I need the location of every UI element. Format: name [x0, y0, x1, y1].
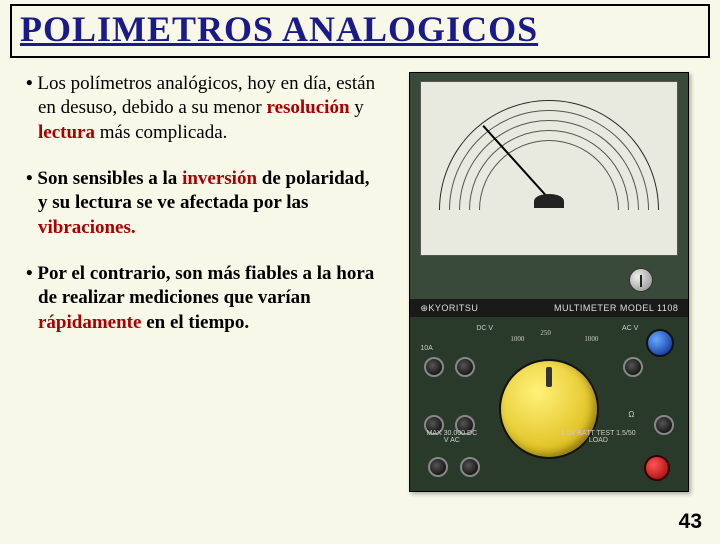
label-acv: AC V	[622, 325, 638, 333]
text-column: • Los polímetros analógicos, hoy en día,…	[12, 72, 381, 492]
jack-b2	[460, 457, 480, 477]
label-10a: 10A	[420, 345, 432, 353]
zero-adjust-knob	[629, 268, 653, 292]
bullet-1-post: más complicada.	[95, 122, 227, 143]
label-ohm: Ω	[628, 411, 634, 420]
jack-2	[455, 357, 475, 377]
bullet-3-hl1: rápidamente	[38, 312, 141, 333]
bullet-1-hl2: lectura	[38, 122, 95, 143]
multimeter-illustration: ⊕KYORITSU MULTIMETER MODEL 1108 DC V AC …	[409, 72, 689, 492]
meter-display	[420, 81, 678, 256]
scale-1: 1000	[510, 335, 524, 343]
jack-b1	[428, 457, 448, 477]
label-batt: 1.5V BATT TEST 1.5/50 LOAD	[558, 430, 638, 445]
control-panel: DC V AC V 10A 1000 250 1000 Ω MAX 30.000…	[410, 317, 688, 491]
blue-button	[646, 329, 674, 357]
bullet-3-pre: Por el contrario, son más fiables a la h…	[37, 263, 374, 308]
jack-6	[654, 415, 674, 435]
bullet-1: • Los polímetros analógicos, hoy en día,…	[26, 72, 377, 145]
scale-2: 250	[540, 329, 551, 337]
bullet-3: • Por el contrario, son más fiables a la…	[26, 262, 377, 335]
brand-label: ⊕KYORITSU	[420, 303, 478, 314]
title-bar: POLIMETROS ANALOGICOS	[10, 4, 710, 58]
bullet-2-hl1: inversión	[182, 168, 257, 189]
pivot	[534, 194, 564, 208]
image-column: ⊕KYORITSU MULTIMETER MODEL 1108 DC V AC …	[391, 72, 708, 492]
label-max: MAX 30.000 DC V AC	[424, 430, 479, 445]
brand-bar: ⊕KYORITSU MULTIMETER MODEL 1108	[410, 299, 688, 317]
bullet-3-mid1: en el tiempo.	[141, 312, 249, 333]
jack-1	[424, 357, 444, 377]
bullet-2: • Son sensibles a la inversión de polari…	[26, 167, 377, 240]
content-row: • Los polímetros analógicos, hoy en día,…	[0, 58, 720, 492]
bullet-2-pre: Son sensibles a la	[37, 168, 182, 189]
scale-3: 1000	[584, 335, 598, 343]
scale-arcs	[434, 100, 664, 220]
red-cap	[644, 455, 670, 481]
bullet-2-hl2: vibraciones.	[38, 217, 136, 238]
bullet-1-mid1: y	[350, 97, 364, 118]
page-title: POLIMETROS ANALOGICOS	[20, 8, 700, 50]
jack-3	[623, 357, 643, 377]
bullet-1-hl1: resolución	[266, 97, 349, 118]
label-dcv: DC V	[476, 325, 493, 333]
model-label: MULTIMETER MODEL 1108	[554, 303, 678, 313]
page-number: 43	[679, 510, 702, 534]
